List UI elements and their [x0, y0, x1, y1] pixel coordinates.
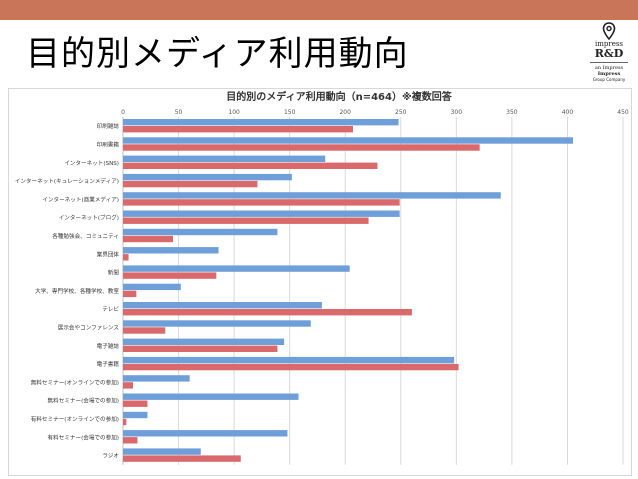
bar-leisure [123, 455, 241, 462]
bar-leisure [123, 290, 137, 298]
bar-knowledge [123, 265, 350, 272]
bar-leisure [123, 418, 127, 426]
x-tick-label: 350 [506, 109, 518, 116]
bar-knowledge [123, 173, 292, 181]
bar-knowledge [123, 411, 148, 419]
category-label: 有料セミナー(オンラインでの参加) [31, 415, 119, 423]
x-axis-ticks: 0 50 100 150 200 250 300 350 400 450 [121, 109, 629, 116]
category-label: 大学、専門学校、各種学校、教室 [35, 287, 119, 295]
logo-divider [590, 62, 628, 63]
category-label: ラジオ [102, 453, 119, 460]
category-label: 新聞 [108, 269, 120, 277]
bar-knowledge [123, 192, 501, 199]
bar-leisure [123, 363, 459, 371]
logo-text-group: Group Company [592, 77, 626, 82]
category-label: 電子書籍 [97, 360, 120, 368]
x-tick-label: 0 [121, 109, 125, 116]
category-label: テレビ [102, 305, 119, 313]
bar-leisure [123, 254, 129, 261]
x-tick-label: 100 [228, 109, 240, 116]
chart-panel: 目的別のメディア利用動向（n=464）※複数回答 0 50 100 150 200 250… [8, 88, 632, 479]
category-label: 電子雑誌 [97, 342, 120, 350]
bar-leisure [123, 327, 166, 334]
bar-knowledge [123, 375, 190, 382]
bar-leisure [123, 235, 173, 243]
bar-knowledge [123, 210, 400, 217]
bar-knowledge [123, 283, 181, 291]
bar-leisure [123, 217, 369, 224]
logo-text-rd: R&D [594, 47, 624, 60]
category-label: インターネット(SNS) [64, 159, 119, 167]
bar-leisure [123, 180, 258, 188]
bar-knowledge [123, 137, 573, 144]
location-pin-icon [602, 22, 616, 40]
bar-leisure [123, 162, 378, 169]
bar-knowledge [123, 247, 219, 254]
x-tick-label: 300 [451, 109, 463, 116]
logo-text-impress: impress [594, 40, 624, 48]
bar-knowledge [123, 155, 326, 162]
impress-rd-logo: impress R&D an Impress Impress Group Com… [584, 22, 634, 90]
bar-leisure [123, 144, 480, 151]
logo-text-impress-bold: Impress [597, 71, 621, 77]
bar-knowledge [123, 448, 201, 455]
category-label: インターネット(キュレーションメディア) [15, 177, 119, 185]
category-label: 印刷書籍 [97, 140, 120, 148]
x-tick-label: 450 [617, 109, 629, 116]
bar-knowledge [123, 338, 285, 345]
bar-leisure [123, 400, 148, 407]
category-label: 展示会やコンファレンス [58, 323, 120, 331]
top-accent-band [0, 0, 638, 20]
x-tick-label: 250 [395, 109, 407, 116]
bar-knowledge [123, 393, 299, 400]
bar-chart: 目的別のメディア利用動向（n=464）※複数回答 0 50 100 150 200 250… [15, 90, 629, 479]
bar-knowledge [123, 356, 455, 364]
category-label: 各種勉強会、コミュニティ [52, 232, 119, 240]
grid-lines [122, 117, 624, 465]
x-tick-label: 50 [175, 109, 183, 116]
bar-knowledge [123, 430, 288, 437]
category-label: 業界団体 [97, 250, 120, 258]
bar-leisure [123, 309, 412, 316]
bar-leisure [123, 272, 217, 279]
logo-text-an-impress: an Impress [594, 65, 624, 71]
bar-knowledge [123, 119, 399, 126]
category-label: インターネット(ブログ) [59, 214, 119, 222]
x-tick-label: 150 [284, 109, 296, 116]
category-label: 印刷雑誌 [97, 122, 120, 130]
bar-leisure [123, 126, 353, 133]
category-label: 無料セミナー(会場での参加) [48, 397, 120, 405]
slide-title: 目的別メディア利用動向 [26, 34, 409, 74]
x-tick-label: 200 [339, 109, 351, 116]
x-tick-label: 400 [562, 109, 574, 116]
bars [123, 119, 573, 462]
bar-leisure [123, 345, 278, 352]
bar-knowledge [123, 302, 322, 309]
category-label: 有料セミナー(会場での参加) [48, 433, 120, 441]
bar-leisure [123, 382, 133, 389]
bar-leisure [123, 199, 400, 206]
bar-knowledge [123, 320, 311, 327]
bar-leisure [123, 437, 138, 444]
chart-title: 目的別のメディア利用動向（n=464）※複数回答 [226, 90, 452, 103]
category-label: 無料セミナー(オンラインでの参加) [31, 378, 119, 386]
category-label: インターネット(商業メディア) [42, 195, 119, 203]
bar-knowledge [123, 228, 278, 236]
